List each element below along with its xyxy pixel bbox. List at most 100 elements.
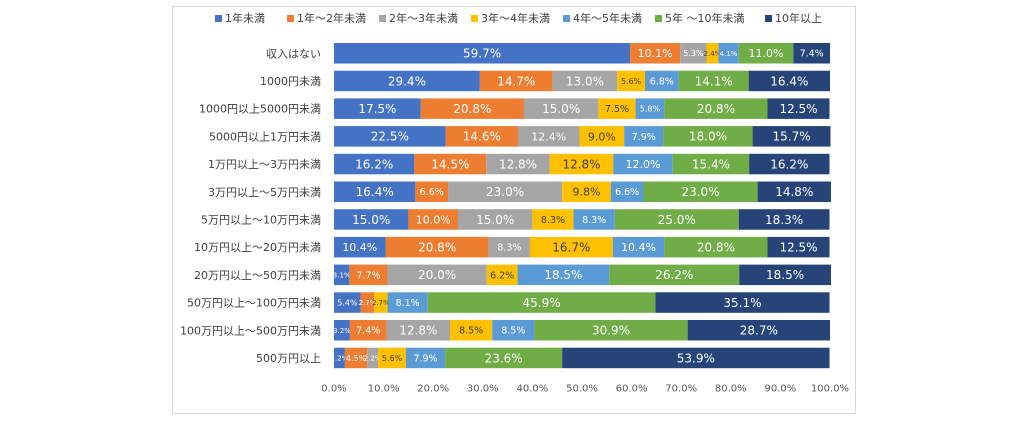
- data-label-r9-s4: 8.1%: [396, 298, 420, 309]
- data-label-r11-s5: 23.6%: [485, 351, 523, 365]
- data-label-r1-s6: 16.4%: [770, 74, 808, 88]
- bar-segment-r0-s6: [793, 43, 830, 64]
- bar-segment-r6-s5: [614, 209, 739, 230]
- bar-segment-r7-s4: [612, 236, 665, 258]
- bar-segment-r9-s0: [334, 292, 361, 313]
- legend-swatch-0: [215, 15, 222, 22]
- data-label-r10-s0: 3.2%: [333, 327, 351, 335]
- bar-segment-r9-s4: [387, 292, 428, 313]
- x-tick-label-0: 0.0%: [321, 383, 346, 394]
- category-label-3: 5000円以上1万円未満: [209, 130, 321, 143]
- chart-frame: 1年未満 1年～2年未満 2年～3年未満 3年～4年未満 4年～5年未満 5年 ～10年未…: [172, 6, 856, 414]
- legend-swatch-6: [765, 15, 772, 22]
- data-label-r6-s2: 15.0%: [476, 213, 514, 227]
- data-label-r6-s5: 25.0%: [658, 213, 696, 227]
- x-tick-label-7: 70.0%: [665, 383, 697, 394]
- data-label-r2-s3: 7.5%: [605, 104, 629, 115]
- bar-segment-r10-s4: [492, 320, 535, 341]
- bar-segment-r3-s5: [663, 126, 753, 147]
- bar-segment-r7-s5: [664, 236, 768, 258]
- bar-segment-r2-s1: [420, 98, 524, 119]
- data-label-r4-s0: 16.2%: [355, 157, 393, 171]
- data-label-r5-s5: 23.0%: [681, 185, 719, 199]
- category-label-7: 10万円以上～20万円未満: [194, 241, 321, 254]
- bar-segment-r10-s5: [534, 320, 688, 341]
- data-label-r11-s0: 2.2%: [331, 354, 349, 362]
- bar-segment-r3-s6: [752, 126, 831, 147]
- data-label-r3-s3: 9.0%: [588, 130, 616, 143]
- data-label-r2-s6: 12.5%: [779, 102, 817, 116]
- stacked-bar-chart: 1年未満 1年～2年未満 2年～3年未満 3年～4年未満 4年～5年未満 5年 ～10年未…: [180, 11, 849, 394]
- data-label-r0-s0: 59.7%: [463, 47, 501, 61]
- bar-segment-r4-s1: [414, 153, 487, 175]
- bar-segment-r6-s6: [738, 209, 830, 230]
- bar-segment-r1-s6: [748, 70, 830, 92]
- bar-segment-r2-s2: [523, 98, 599, 119]
- data-label-r10-s2: 12.8%: [399, 324, 437, 338]
- category-label-5: 3万円以上～5万円未満: [208, 186, 321, 199]
- bar-segment-r9-s1: [360, 292, 375, 313]
- bar-segment-r9-s5: [427, 292, 656, 313]
- legend-swatch-3: [471, 15, 478, 22]
- bars: 59.7% 10.1% 5.3% 2.4%4.1% 11.0% 7.4% 29.4% 14.7…: [331, 43, 831, 369]
- bar-segment-r0-s3: [706, 43, 719, 64]
- bar-segment-r2-s4: [635, 98, 665, 119]
- data-label-r11-s6: 53.9%: [677, 351, 715, 365]
- data-label-r1-s4: 6.8%: [650, 76, 674, 87]
- bar-segment-r3-s2: [518, 126, 580, 147]
- data-label-r6-s6: 18.3%: [765, 213, 803, 227]
- data-label-r1-s5: 14.1%: [695, 74, 733, 88]
- bar-segment-r1-s4: [644, 70, 679, 92]
- data-label-r5-s3: 9.8%: [572, 186, 600, 199]
- data-label-r1-s3: 5.6%: [621, 77, 642, 86]
- bar-segment-r0-s4: [718, 43, 739, 64]
- category-label-9: 50万円以上～100万円未満: [187, 297, 321, 310]
- data-label-r9-s0: 5.4%: [337, 298, 358, 307]
- x-tick-label-3: 30.0%: [467, 383, 499, 394]
- bar-segment-r10-s6: [687, 320, 830, 341]
- data-label-r7-s1: 20.8%: [418, 240, 456, 254]
- bar-segment-r10-s1: [349, 320, 387, 341]
- data-label-r10-s3: 8.5%: [459, 326, 483, 337]
- x-tick-label-6: 60.0%: [616, 383, 648, 394]
- category-label-2: 1000円以上5000円未満: [199, 103, 321, 116]
- data-label-r4-s4: 12.0%: [626, 158, 661, 171]
- data-label-r0-s2: 5.3%: [683, 49, 704, 58]
- data-label-r8-s4: 18.5%: [544, 268, 582, 282]
- bar-segment-r6-s0: [334, 209, 409, 230]
- bar-segment-r3-s0: [334, 126, 446, 147]
- legend-label-5: 5年 ～10年未満: [665, 11, 745, 25]
- category-label-1: 1000円未満: [260, 75, 321, 88]
- x-tick-label-1: 10.0%: [368, 383, 400, 394]
- bar-segment-r5-s4: [610, 181, 644, 202]
- category-label-6: 5万円以上～10万円未満: [201, 213, 321, 226]
- bar-segment-r5-s3: [562, 181, 611, 202]
- data-label-r3-s0: 22.5%: [371, 130, 409, 144]
- bar-segment-r3-s3: [579, 126, 625, 147]
- data-label-r7-s4: 10.4%: [621, 241, 656, 254]
- x-tick-label-10: 100.0%: [811, 383, 849, 394]
- data-label-r6-s1: 10.0%: [416, 213, 451, 226]
- bar-segment-r8-s2: [387, 264, 487, 286]
- bar-segment-r7-s3: [529, 236, 613, 258]
- bar-segment-r6-s4: [573, 209, 615, 230]
- bar-segment-r5-s0: [334, 181, 416, 202]
- data-label-r11-s1: 4.5%: [346, 354, 367, 363]
- bar-segment-r7-s6: [767, 236, 830, 258]
- bar-segment-r5-s1: [415, 181, 449, 202]
- legend-label-3: 3年～4年未満: [481, 11, 550, 25]
- data-label-r2-s4: 5.8%: [640, 105, 661, 114]
- data-label-r4-s3: 12.8%: [562, 157, 600, 171]
- data-label-r6-s4: 8.3%: [582, 215, 606, 226]
- legend-swatch-5: [655, 15, 662, 22]
- bar-segment-r1-s3: [617, 70, 645, 92]
- data-label-r8-s1: 7.7%: [356, 270, 380, 281]
- data-label-r4-s1: 14.5%: [431, 157, 469, 171]
- bar-segment-r9-s6: [655, 292, 830, 313]
- data-label-r5-s0: 16.4%: [356, 185, 394, 199]
- bar-segment-r10-s2: [386, 320, 451, 341]
- bar-segment-r8-s1: [349, 264, 388, 286]
- data-label-r9-s3: 2.7%: [372, 299, 390, 307]
- data-label-r0-s3: 2.4%: [704, 50, 722, 58]
- data-label-r11-s2: 2.2%: [364, 354, 382, 362]
